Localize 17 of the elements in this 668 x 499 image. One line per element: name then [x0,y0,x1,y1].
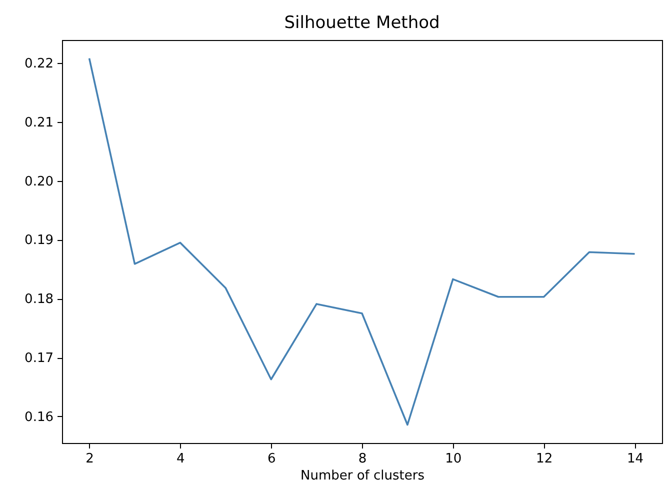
chart-title: Silhouette Method [284,13,440,33]
x-axis-title: Number of clusters [300,468,425,484]
y-tick-label: 0.17 [24,351,54,366]
x-tick-label: 10 [445,452,462,466]
y-tick-label: 0.16 [24,410,54,425]
y-tick-label: 0.18 [24,292,54,308]
x-tick-label: 2 [86,452,94,466]
x-tick-label: 14 [626,452,644,466]
x-tick-label: 6 [267,452,276,466]
x-tick-label: 12 [536,452,553,466]
line-series [88,57,636,426]
y-tick-label: 0.20 [24,174,54,190]
y-tick-label: 0.22 [24,56,54,72]
y-tick-label: 0.19 [24,233,54,248]
x-tick-label: 4 [176,452,185,466]
x-tick-label: 8 [358,452,367,466]
y-tick-label: 0.21 [24,115,54,130]
